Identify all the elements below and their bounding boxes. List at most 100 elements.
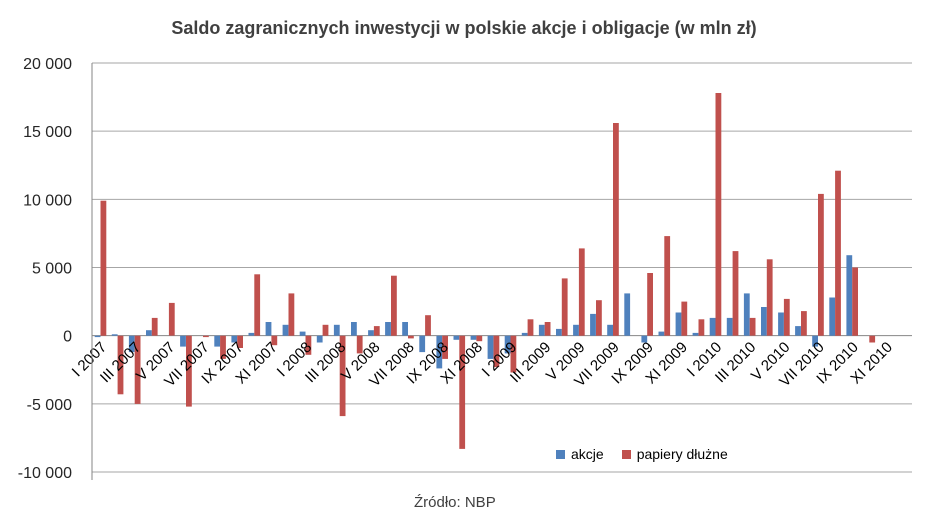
y-tick-label: 20 000: [23, 56, 72, 73]
source-note: Źródło: NBP: [414, 494, 496, 511]
bar-papiery-dluzne: [186, 335, 192, 407]
legend-swatch-akcje: [556, 449, 565, 459]
bar-akcje: [385, 322, 391, 336]
gridlines: [92, 62, 912, 473]
bar-akcje: [829, 297, 836, 336]
bar-akcje: [846, 255, 853, 336]
bar-papiery-dluzne: [698, 319, 705, 336]
y-axis-labels: 20 000 15 000 10 000 5 000 0 -5 000 -10 000: [18, 56, 72, 482]
bar-papiery-dluzne: [783, 298, 790, 336]
bar-papiery-dluzne: [527, 319, 534, 336]
bar-papiery-dluzne: [100, 200, 107, 336]
legend-swatch-papiery: [621, 449, 631, 459]
bar-papiery-dluzne: [596, 300, 602, 336]
bar-papiery-dluzne: [168, 302, 175, 336]
y-tick-label: 5 000: [32, 261, 72, 278]
bar-akcje: [573, 324, 579, 336]
bar-papiery-dluzne: [493, 335, 500, 368]
bar-akcje: [368, 330, 374, 336]
bar-akcje: [487, 335, 494, 359]
bar-akcje: [521, 332, 528, 336]
bar-akcje: [453, 335, 460, 340]
bar-akcje: [607, 324, 613, 336]
bar-papiery-dluzne: [664, 236, 671, 336]
bar-papiery-dluzne: [510, 335, 517, 373]
bar-akcje: [624, 293, 631, 336]
bars: [94, 93, 876, 449]
bar-papiery-dluzne: [715, 93, 722, 336]
bar-papiery-dluzne: [476, 335, 483, 342]
bar-papiery-dluzne: [408, 335, 414, 339]
bar-akcje: [778, 312, 784, 336]
chart-title: Saldo zagranicznych inwestycji w polskie…: [171, 18, 757, 38]
bar-akcje: [94, 335, 101, 338]
bar-papiery-dluzne: [117, 335, 124, 395]
bar-papiery-dluzne: [818, 193, 824, 336]
bar-papiery-dluzne: [578, 248, 585, 336]
bar-akcje: [692, 332, 699, 336]
bar-papiery-dluzne: [356, 335, 363, 354]
bar-akcje: [590, 313, 596, 336]
bar-akcje: [795, 326, 801, 336]
bar-papiery-dluzne: [322, 324, 329, 336]
bar-papiery-dluzne: [544, 322, 551, 336]
bar-papiery-dluzne: [869, 335, 876, 343]
bar-papiery-dluzne: [288, 293, 295, 336]
y-tick-label: -5 000: [27, 397, 72, 414]
bar-papiery-dluzne: [749, 317, 756, 336]
bar-akcje: [265, 322, 272, 336]
bar-papiery-dluzne: [732, 251, 739, 336]
bar-papiery-dluzne: [203, 335, 209, 338]
bar-papiery-dluzne: [766, 259, 773, 336]
bar-akcje: [128, 335, 135, 353]
bar-akcje: [743, 293, 750, 336]
bar-papiery-dluzne: [271, 335, 278, 346]
bar-papiery-dluzne: [373, 326, 380, 336]
y-tick-label: 10 000: [23, 192, 72, 209]
bar-papiery-dluzne: [852, 267, 858, 336]
bar-akcje: [351, 322, 357, 336]
y-tick-label: -10 000: [18, 465, 72, 482]
bar-papiery-dluzne: [561, 278, 568, 336]
bar-papiery-dluzne: [151, 317, 158, 336]
bar-papiery-dluzne: [442, 335, 448, 359]
bar-akcje: [761, 307, 767, 336]
bar-akcje: [214, 335, 221, 347]
bar-akcje: [180, 335, 186, 347]
bar-akcje: [709, 317, 716, 336]
bar-papiery-dluzne: [237, 335, 243, 348]
bar-akcje: [675, 312, 682, 336]
bar-papiery-dluzne: [681, 301, 688, 336]
bar-papiery-dluzne: [339, 335, 346, 417]
bar-papiery-dluzne: [801, 311, 807, 336]
bar-papiery-dluzne: [425, 315, 431, 336]
legend: akcje papiery dłużne: [556, 446, 728, 462]
bar-akcje: [538, 324, 545, 336]
bar-papiery-dluzne: [254, 274, 261, 336]
bar-akcje: [470, 335, 477, 340]
bar-papiery-dluzne: [835, 170, 841, 336]
bar-akcje: [231, 335, 238, 343]
y-tick-label: 0: [63, 329, 72, 346]
bar-papiery-dluzne: [459, 335, 466, 449]
bar-akcje: [812, 335, 818, 347]
legend-label-akcje: akcje: [571, 446, 604, 462]
bar-papiery-dluzne: [220, 335, 226, 359]
bar-akcje: [658, 331, 665, 336]
bar-akcje: [641, 335, 648, 343]
bar-papiery-dluzne: [305, 335, 312, 355]
bar-akcje: [111, 334, 118, 336]
bar-akcje: [504, 335, 511, 354]
bar-akcje: [282, 324, 289, 336]
bar-akcje: [726, 317, 733, 336]
bar-papiery-dluzne: [134, 335, 141, 404]
bar-akcje: [556, 328, 562, 336]
bar-papiery-dluzne: [613, 123, 619, 336]
bar-akcje: [419, 335, 426, 353]
y-tick-label: 15 000: [23, 124, 72, 141]
bar-akcje: [299, 331, 306, 336]
bar-akcje: [402, 322, 408, 336]
bar-akcje: [316, 335, 323, 343]
